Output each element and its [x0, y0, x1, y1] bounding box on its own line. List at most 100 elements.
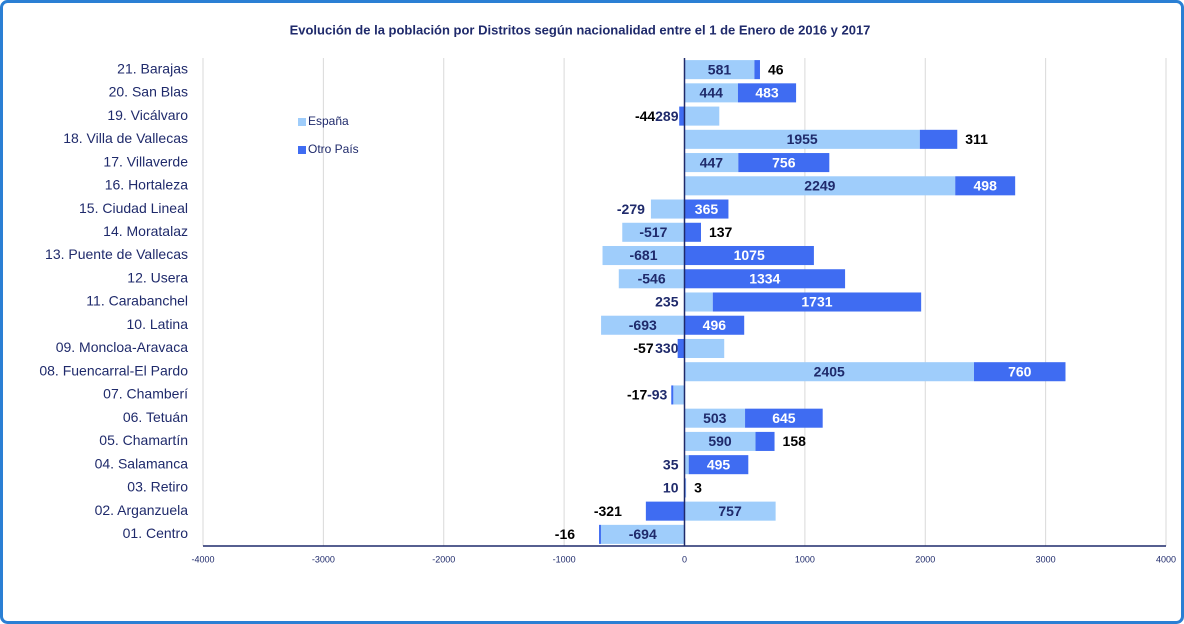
bar	[673, 385, 685, 405]
y-tick-label: 13. Puente de Vallecas	[45, 246, 188, 262]
bar	[955, 176, 1016, 196]
x-tick-label: -3000	[312, 554, 335, 564]
bar	[684, 176, 956, 196]
x-tick-label: 1000	[795, 554, 815, 564]
data-label: -681	[629, 247, 657, 263]
data-label: -16	[555, 526, 575, 542]
y-tick-label: 15. Ciudad Lineal	[79, 200, 188, 216]
y-tick-label: 14. Moratalaz	[103, 223, 188, 239]
x-tick-label: -4000	[191, 554, 214, 564]
bar	[645, 501, 685, 521]
data-label: 365	[695, 201, 719, 217]
x-tick-label: -1000	[553, 554, 576, 564]
bar	[679, 106, 685, 126]
x-tick-label: 0	[682, 554, 687, 564]
data-label: 137	[709, 224, 733, 240]
y-tick-label: 17. Villaverde	[103, 153, 188, 169]
bar	[622, 222, 685, 242]
y-tick-label: 02. Arganzuela	[95, 502, 189, 518]
bar	[684, 455, 689, 475]
x-tick-label: 3000	[1036, 554, 1056, 564]
data-label: 757	[718, 503, 742, 519]
y-tick-label: 19. Vicálvaro	[107, 107, 188, 123]
bar	[738, 153, 830, 173]
bar	[684, 199, 729, 219]
bar	[684, 362, 975, 382]
data-label: -517	[639, 224, 667, 240]
x-tick-label: 4000	[1156, 554, 1176, 564]
legend-swatch	[298, 146, 306, 154]
data-label: 2249	[804, 178, 835, 194]
x-tick-label: -2000	[432, 554, 455, 564]
bar	[684, 292, 713, 312]
data-label: -93	[647, 387, 667, 403]
bar	[745, 408, 823, 428]
y-tick-label: 18. Villa de Vallecas	[63, 130, 188, 146]
bar	[684, 501, 776, 521]
y-tick-label: 05. Chamartín	[99, 432, 188, 448]
bar	[684, 431, 756, 451]
y-tick-label: 04. Salamanca	[95, 455, 189, 471]
data-label: -321	[594, 503, 622, 519]
y-tick-label: 21. Barajas	[117, 60, 188, 76]
bar	[688, 455, 749, 475]
data-label: -279	[617, 201, 645, 217]
data-label: 1955	[787, 131, 818, 147]
data-label: 444	[700, 85, 724, 101]
legend-label: Otro País	[308, 142, 359, 156]
data-label: 289	[655, 108, 679, 124]
data-label: 756	[772, 154, 796, 170]
bar	[919, 129, 958, 149]
y-tick-label: 03. Retiro	[127, 479, 188, 495]
data-label: 235	[655, 294, 679, 310]
y-tick-label: 01. Centro	[123, 525, 189, 541]
data-label: 10	[663, 480, 679, 496]
data-label: 1075	[734, 247, 765, 263]
data-label: 1731	[801, 294, 832, 310]
bar	[737, 83, 797, 103]
y-tick-label: 16. Hortaleza	[105, 177, 188, 193]
data-label: 330	[655, 340, 679, 356]
y-tick-label: 12. Usera	[127, 269, 188, 285]
y-tick-label: 11. Carabanchel	[86, 293, 188, 309]
data-label: 495	[707, 456, 731, 472]
data-label: -57	[633, 340, 653, 356]
data-label: 2405	[814, 363, 845, 379]
legend-label: España	[308, 114, 349, 128]
data-label: 46	[768, 61, 784, 77]
bar	[671, 385, 674, 405]
data-label: 760	[1008, 363, 1032, 379]
y-tick-label: 20. San Blas	[109, 84, 188, 100]
y-tick-label: 09. Moncloa-Aravaca	[56, 339, 189, 355]
x-tick-label: 2000	[915, 554, 935, 564]
data-label: -17	[627, 387, 647, 403]
bar	[684, 153, 739, 173]
data-label: 498	[974, 178, 998, 194]
bar	[684, 338, 725, 359]
data-label: 503	[703, 410, 727, 426]
bar	[684, 106, 720, 126]
bar	[601, 315, 685, 335]
bar	[684, 60, 755, 80]
bar	[974, 362, 1066, 382]
bar	[684, 129, 920, 149]
bar	[600, 524, 685, 544]
data-label: 581	[708, 61, 732, 77]
bar	[684, 315, 745, 335]
data-label: 447	[700, 154, 724, 170]
bar	[684, 83, 738, 103]
y-tick-label: 10. Latina	[127, 316, 189, 332]
data-label: 311	[965, 131, 988, 147]
data-label: -546	[638, 270, 666, 286]
y-tick-label: 06. Tetuán	[123, 409, 188, 425]
data-label: 35	[663, 456, 679, 472]
data-label: -44	[635, 108, 655, 124]
bar	[684, 222, 701, 242]
data-label: 3	[694, 480, 702, 496]
y-tick-label: 07. Chamberí	[103, 386, 188, 402]
bar	[602, 245, 685, 266]
data-label: 158	[783, 433, 807, 449]
data-label: 645	[772, 410, 796, 426]
